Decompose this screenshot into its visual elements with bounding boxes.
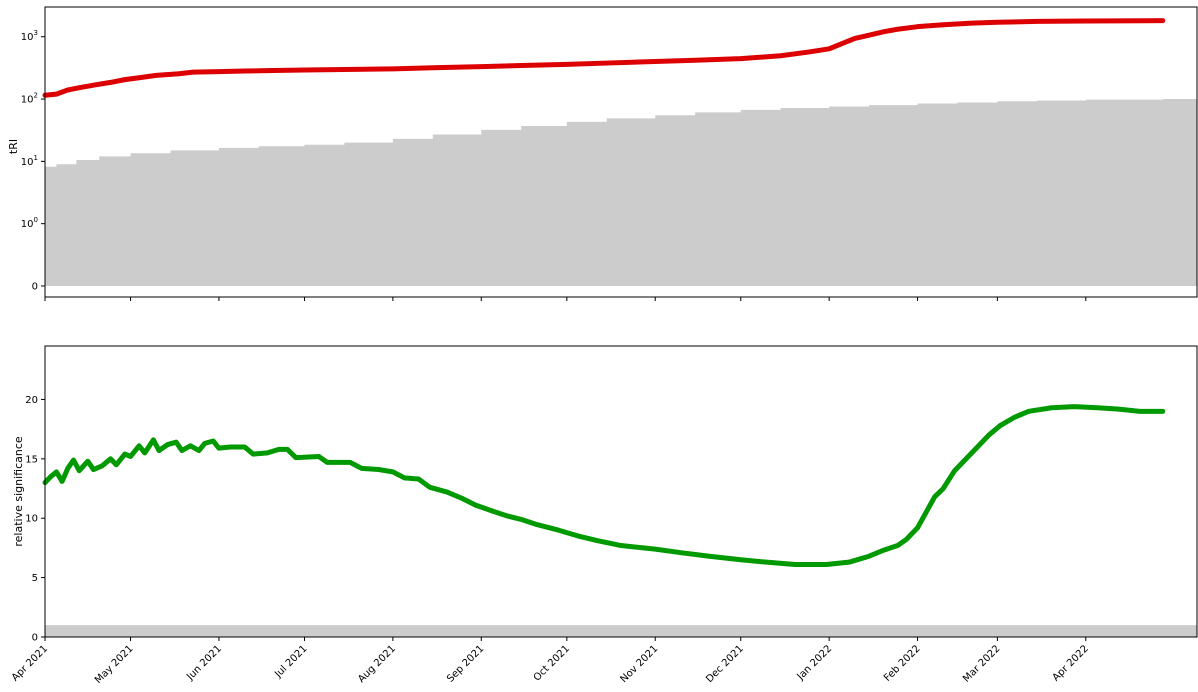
x-tick-label: Apr 2021 — [10, 643, 50, 683]
x-tick-label: Jul 2021 — [272, 643, 309, 680]
y-tick-label: 10 — [25, 514, 38, 525]
y-tick-label-base: 10 — [21, 157, 34, 168]
y-tick-label-base: 5 — [32, 573, 38, 584]
y-tick-label-base: 10 — [21, 219, 34, 230]
y-tick-label: 0 — [32, 282, 38, 293]
top-series-line-0 — [42, 18, 1166, 98]
y-tick-label: 101 — [21, 154, 38, 168]
top-x-ticks — [44, 297, 1087, 301]
y-tick-label-base: 10 — [25, 514, 38, 525]
y-tick-label: 0 — [32, 633, 38, 644]
top-fill-layer — [45, 99, 1197, 286]
top-plot-frame — [44, 6, 1198, 298]
y-tick-label-base: 10 — [21, 32, 34, 43]
y-tick-label-exponent: 3 — [34, 29, 38, 37]
y-tick-label-base: 15 — [25, 454, 38, 465]
x-tick-label: Jun 2021 — [184, 643, 224, 683]
y-tick-label: 103 — [21, 29, 38, 43]
bottom-y-axis-label: relative significance — [12, 436, 25, 547]
bottom-series-line-0 — [42, 404, 1166, 568]
x-tick-label: Dec 2021 — [704, 643, 746, 685]
y-tick-label: 20 — [25, 395, 38, 406]
top-threshold-area — [45, 99, 1197, 286]
bottom-fill-layer — [45, 625, 1197, 637]
y-tick-label-exponent: 1 — [34, 154, 38, 162]
y-tick-label: 100 — [21, 216, 38, 230]
x-tick-label: Nov 2021 — [619, 643, 661, 685]
y-tick-label-exponent: 0 — [34, 216, 38, 224]
y-tick-label-exponent: 2 — [34, 92, 38, 100]
top-series-layer — [42, 18, 1166, 98]
bottom-plot-frame — [44, 345, 1198, 638]
x-tick-label: Mar 2022 — [961, 643, 1002, 684]
x-tick-label: Sep 2021 — [445, 643, 486, 684]
y-tick-label-base: 10 — [21, 95, 34, 106]
x-tick-label: Oct 2021 — [532, 643, 572, 683]
bottom-x-ticks: Apr 2021 May 2021 Jun 2021 Jul 2021 Aug 2021… — [10, 637, 1091, 686]
bottom-threshold-area — [45, 625, 1197, 637]
bottom-y-ticks: 0 5 10 15 20 — [25, 395, 45, 644]
y-tick-label: 5 — [32, 573, 38, 584]
x-tick-label: Apr 2022 — [1051, 643, 1091, 683]
x-tick-label: Jan 2022 — [795, 643, 835, 683]
x-tick-label: Aug 2021 — [356, 643, 398, 685]
bottom-panel: 0 5 10 15 20 Apr 2021 May 2021 Jun 2021 Jul 202… — [10, 345, 1198, 686]
top-y-axis-label: tRI — [7, 139, 20, 154]
y-tick-label-base: 20 — [25, 395, 38, 406]
y-tick-label: 102 — [21, 92, 38, 106]
x-tick-label: Feb 2022 — [882, 643, 923, 684]
x-tick-label: May 2021 — [93, 643, 136, 686]
y-tick-label-base: 0 — [32, 282, 38, 293]
y-tick-label: 15 — [25, 454, 38, 465]
bottom-series-layer — [42, 404, 1166, 568]
y-tick-label-base: 0 — [32, 633, 38, 644]
